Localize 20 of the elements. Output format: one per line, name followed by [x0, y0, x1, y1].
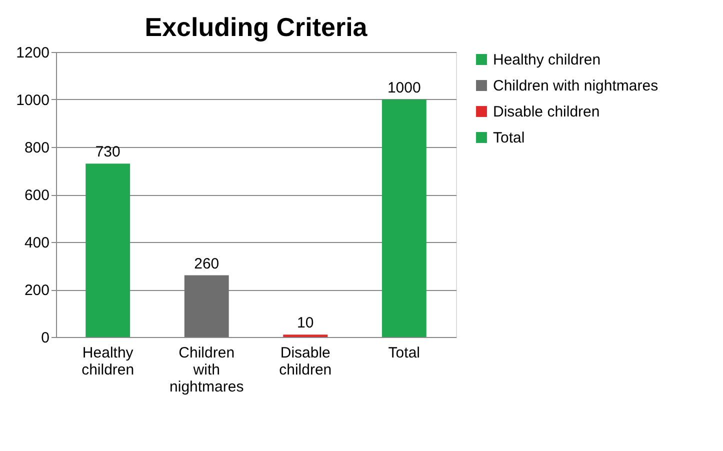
y-tick-label: 1000: [16, 92, 50, 109]
y-tick-label: 0: [41, 330, 50, 346]
y-tick-label: 600: [24, 187, 50, 204]
legend-label: Healthy children: [493, 52, 601, 68]
legend-label: Children with nightmares: [493, 78, 658, 94]
x-tick-label: Disable children: [279, 344, 332, 378]
x-tick-label: Healthy children: [82, 344, 134, 378]
x-tick-label: Total: [388, 344, 420, 362]
legend-label: Disable children: [493, 104, 600, 120]
legend-label: Total: [493, 130, 525, 146]
data-label: 1000: [387, 80, 421, 96]
x-tick-label: Children with nightmares: [170, 344, 244, 396]
y-tick-label: 800: [24, 140, 50, 156]
y-tick-label: 1200: [16, 44, 50, 62]
chart-title: Excluding Criteria: [144, 12, 368, 42]
data-label: 730: [95, 144, 120, 161]
data-label: 260: [194, 255, 220, 272]
data-label: 10: [297, 314, 314, 332]
y-tick-label: 400: [24, 234, 50, 252]
y-tick-label: 200: [24, 282, 50, 299]
